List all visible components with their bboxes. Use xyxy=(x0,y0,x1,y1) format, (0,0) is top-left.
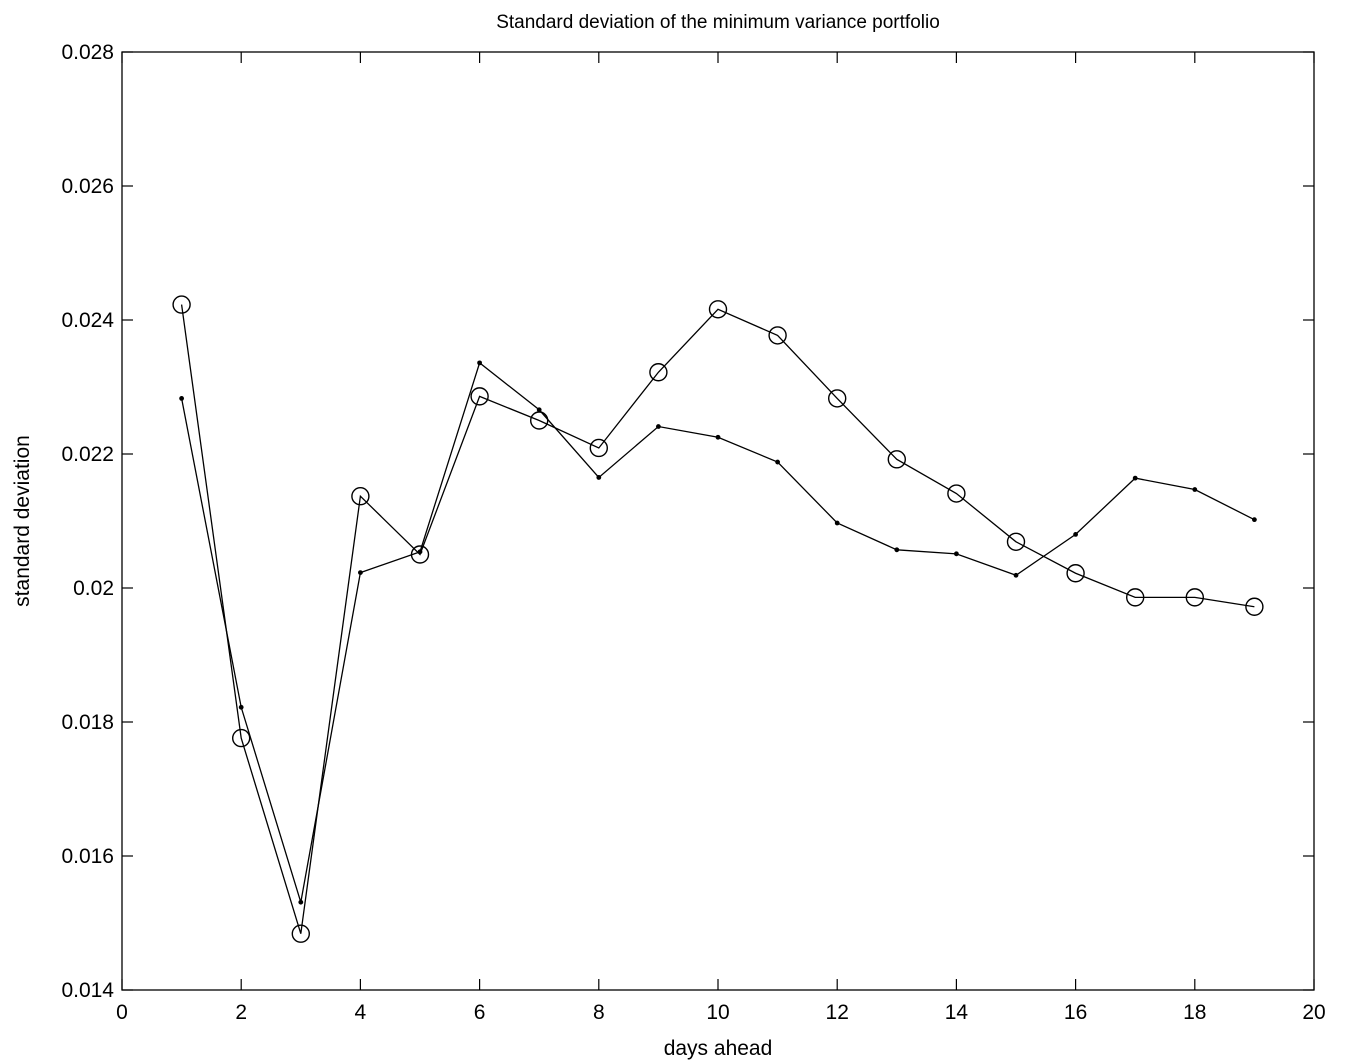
series-1-point xyxy=(1006,532,1026,551)
series-1-point xyxy=(1125,588,1145,607)
series-2-point xyxy=(656,424,661,429)
x-tick-label: 6 xyxy=(474,1001,486,1024)
x-tick-label: 12 xyxy=(826,1001,849,1024)
series-2-point xyxy=(954,551,959,557)
x-tick-label: 10 xyxy=(706,1001,729,1024)
x-tick-label: 0 xyxy=(116,1001,128,1024)
series-2-point xyxy=(298,899,304,905)
y-axis-label: standard deviation xyxy=(11,435,34,607)
x-tick-label: 14 xyxy=(945,1001,969,1024)
series-1-point xyxy=(1185,588,1205,607)
series-2-point xyxy=(1192,487,1198,492)
series-line-1 xyxy=(180,304,1255,934)
series-1-point xyxy=(1066,564,1085,583)
y-tick-label: 0.014 xyxy=(61,979,114,1002)
plot-area xyxy=(121,51,1315,991)
x-axis: 0 2 4 6 8 10 12 14 16 18 20 xyxy=(116,52,1326,1024)
y-tick-label: 0.022 xyxy=(61,443,114,466)
chart-title: Standard deviation of the minimum varian… xyxy=(496,12,940,33)
series-2-point xyxy=(894,547,900,553)
x-axis-label: days ahead xyxy=(664,1037,773,1060)
series-1-point xyxy=(351,487,370,506)
series-2-point xyxy=(536,407,542,413)
y-tick-label: 0.028 xyxy=(61,41,114,64)
series-2-point xyxy=(477,360,482,366)
x-tick-label: 16 xyxy=(1064,1001,1087,1024)
y-tick-label: 0.024 xyxy=(61,309,114,332)
x-tick-label: 20 xyxy=(1302,1001,1325,1024)
series-1-point xyxy=(470,387,489,406)
series-2-point xyxy=(834,520,840,526)
series-1-point xyxy=(291,924,310,943)
series-2-point xyxy=(715,434,721,440)
series-2-point xyxy=(1132,475,1138,481)
series-1-point xyxy=(589,438,608,458)
series-2-point xyxy=(1013,572,1019,578)
series-2-point xyxy=(238,704,244,710)
y-axis: 0.014 0.016 0.018 0.02 0.022 0.024 0.026 0.028 xyxy=(61,41,1314,1002)
x-tick-label: 2 xyxy=(235,1001,247,1024)
series-1-point xyxy=(828,389,847,408)
series-2-point xyxy=(417,549,423,555)
series-2-point xyxy=(1073,532,1078,537)
series-2-point xyxy=(179,395,185,401)
series-2-point xyxy=(596,475,602,480)
series-2-point xyxy=(1252,517,1257,523)
series-layer xyxy=(172,295,1264,943)
series-2-point xyxy=(358,570,363,575)
x-tick-label: 8 xyxy=(593,1001,605,1024)
series-1-point xyxy=(649,363,668,382)
x-tick-label: 4 xyxy=(355,1001,367,1024)
series-1-point xyxy=(708,300,728,319)
y-tick-label: 0.018 xyxy=(61,711,114,734)
y-tick-label: 0.016 xyxy=(61,845,114,868)
y-tick-label: 0.026 xyxy=(61,175,114,198)
series-1-point xyxy=(887,450,906,469)
series-1-point xyxy=(1245,597,1264,616)
series-1-point xyxy=(172,295,191,314)
series-1-point xyxy=(768,326,787,345)
x-tick-label: 18 xyxy=(1183,1001,1206,1024)
series-2-point xyxy=(775,459,780,465)
y-tick-label: 0.02 xyxy=(73,577,114,600)
series-1-point xyxy=(947,484,966,503)
series-1-point xyxy=(231,728,251,748)
